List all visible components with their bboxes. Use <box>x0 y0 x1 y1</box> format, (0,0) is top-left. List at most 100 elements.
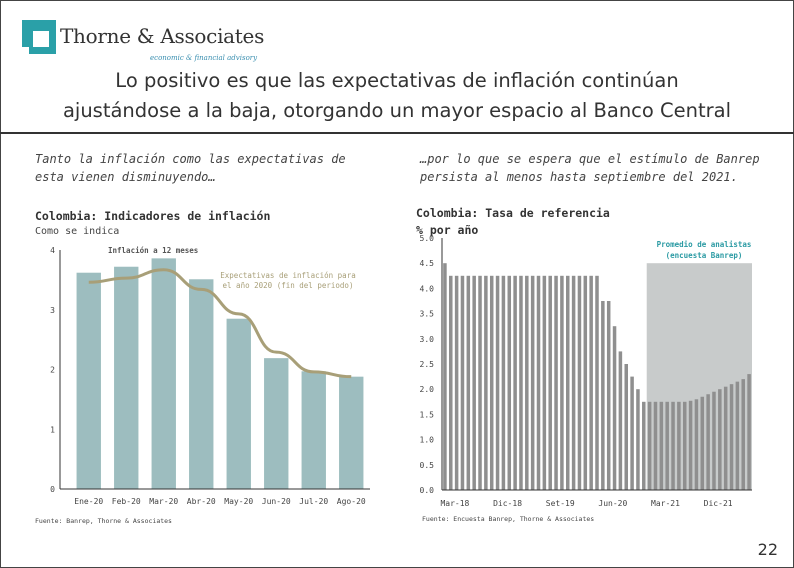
rate-bar <box>443 263 447 490</box>
rate-bar <box>489 275 494 490</box>
rate-bar <box>454 275 459 490</box>
rate-bar <box>507 275 512 490</box>
rate-bar <box>700 396 705 490</box>
legend-expectations-line-1: Expectativas de inflación para <box>220 271 355 280</box>
x-tick-label: Jul-20 <box>299 497 328 506</box>
rate-bar <box>612 326 617 490</box>
left-chart-subtitle: Como se indica <box>35 226 120 237</box>
x-tick-label: Feb-20 <box>112 497 141 506</box>
rate-bar <box>554 275 558 490</box>
inflation-bar <box>226 318 251 489</box>
left-intro-line-1: Tanto la inflación como las expectativas… <box>35 152 346 166</box>
rate-bar <box>706 394 710 490</box>
rate-bar <box>484 275 488 490</box>
inflation-bar <box>151 258 176 489</box>
y-tick-label: 3 <box>50 306 55 315</box>
rate-bar <box>718 389 722 490</box>
brand-tagline: economic & financial advisory <box>150 54 258 62</box>
y-tick-label: 2.0 <box>420 385 435 394</box>
y-tick-label: 2 <box>50 366 55 375</box>
rate-bar <box>606 301 611 490</box>
page-number: 22 <box>757 540 778 559</box>
y-tick-label: 4.0 <box>420 284 435 293</box>
y-tick-label: 0.0 <box>420 486 435 495</box>
rate-bar <box>688 400 693 490</box>
x-tick-label: Jun-20 <box>598 499 627 508</box>
rate-bar <box>466 275 471 490</box>
rate-bar <box>501 275 506 490</box>
inflation-bar <box>76 272 101 489</box>
inflation-bar <box>339 376 364 489</box>
legend-expectations-line-2: el año 2020 (fin del periodo) <box>223 281 354 290</box>
policy-rate-chart: 0.0 0.5 1.0 1.5 2.0 2.5 3.0 3.5 4.0 4.5 5.0 Promedi… <box>420 234 752 508</box>
rate-bar <box>560 275 564 490</box>
x-tick-label: Jun-20 <box>262 497 291 506</box>
rate-bar <box>595 275 599 490</box>
y-tick-label: 1.5 <box>420 410 435 419</box>
rate-bar <box>478 275 482 490</box>
rate-bar <box>659 401 664 490</box>
right-chart-title: Colombia: Tasa de referencia <box>416 206 610 220</box>
x-tick-label: Ago-20 <box>337 497 366 506</box>
rate-bar <box>747 374 751 490</box>
y-tick-label: 3.5 <box>420 310 435 319</box>
rate-bar <box>682 401 687 490</box>
y-tick-label: 1.0 <box>420 436 435 445</box>
analyst-forecast-shade <box>646 263 752 490</box>
legend-inflation-label: Inflación a 12 meses <box>108 246 198 255</box>
x-tick-label: Dic-18 <box>493 499 522 508</box>
y-tick-label: 3.0 <box>420 335 435 344</box>
right-intro: …por lo que se espera que el estímulo de… <box>420 150 780 186</box>
rate-bar <box>472 275 476 490</box>
rate-bar <box>653 401 658 490</box>
rate-bar <box>577 275 582 490</box>
inflation-bar <box>189 279 214 489</box>
slide-title-line-1: Lo positivo es que las expectativas de i… <box>115 69 679 92</box>
slide-title: Lo positivo es que las expectativas de i… <box>0 66 794 126</box>
x-tick-label: Mar-20 <box>149 497 178 506</box>
rate-bar <box>589 275 593 490</box>
rate-bar <box>566 275 570 490</box>
rate-bar <box>530 275 535 490</box>
right-source: Fuente: Encuesta Banrep, Thorne & Associ… <box>422 515 595 523</box>
rate-bar <box>677 401 681 490</box>
right-intro-line-2: persista al menos hasta septiembre del 2… <box>420 170 738 184</box>
y-tick-label: 5.0 <box>420 234 435 243</box>
slide-title-line-2: ajustándose a la baja, otorgando un mayo… <box>62 99 732 122</box>
x-tick-label: Mar-21 <box>651 499 680 508</box>
rate-bar <box>624 364 628 490</box>
inflation-bar <box>114 266 139 489</box>
left-intro-line-2: esta vienen disminuyendo… <box>35 170 216 184</box>
y-tick-label: 0.5 <box>420 461 435 470</box>
rate-bar <box>694 399 699 490</box>
right-chart-ylabel: % por año <box>416 223 479 237</box>
rate-bar <box>642 401 646 490</box>
rate-bar <box>636 389 640 490</box>
shade-label-line-2: (encuesta Banrep) <box>666 251 743 260</box>
left-chart-title: Colombia: Indicadores de inflación <box>35 209 271 223</box>
rate-bar <box>460 275 465 490</box>
y-tick-label: 4 <box>50 246 55 255</box>
rate-bar <box>571 275 576 490</box>
x-tick-label: Mar-18 <box>440 499 469 508</box>
rate-bar <box>548 275 552 490</box>
rate-bar <box>601 301 605 490</box>
rate-bar <box>519 275 523 490</box>
rate-bar <box>536 275 541 490</box>
company-logo <box>22 20 56 54</box>
expectations-line <box>88 268 352 379</box>
x-tick-label: May-20 <box>224 497 253 506</box>
rate-bar <box>449 275 453 490</box>
shade-label-line-1: Promedio de analistas <box>657 240 752 249</box>
rate-bar <box>618 351 623 490</box>
rate-bar <box>735 381 740 490</box>
inflation-chart: 0 1 2 3 4 Ene-20 Feb-20 Mar-20 Abr-20 May-20 Jun-2… <box>50 246 370 506</box>
left-source: Fuente: Banrep, Thorne & Associates <box>35 517 172 525</box>
rate-bar <box>723 386 728 490</box>
rate-bar <box>513 275 517 490</box>
rate-bar <box>741 379 745 490</box>
rate-bar <box>647 401 652 490</box>
right-intro-line-1: …por lo que se espera que el estímulo de… <box>420 152 760 166</box>
rate-bar <box>630 376 634 490</box>
title-divider <box>0 132 794 134</box>
